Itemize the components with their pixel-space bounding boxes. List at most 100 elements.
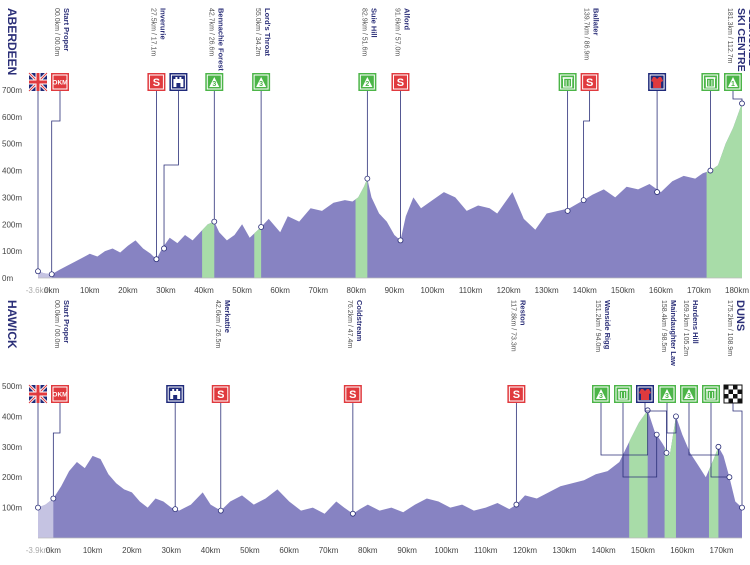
waypoint-label: 175.2km / 108.9m	[726, 300, 733, 356]
neutral-start-area	[38, 103, 52, 278]
waypoint-name: Start Proper	[62, 8, 71, 51]
leader-line	[644, 403, 667, 453]
x-tick-label: 70km	[319, 546, 339, 555]
waypoint-marker	[726, 474, 733, 481]
climb-segment	[664, 410, 676, 538]
waypoint-name: Maindaughter Law	[669, 300, 678, 366]
waypoint-distance: 117.8km / 73.3m	[509, 300, 516, 352]
start-town: ABERDEEN	[5, 8, 19, 75]
waypoint-name: Hardens Hill	[691, 300, 700, 344]
waypoint-finish: 175.2km / 108.9m	[723, 300, 745, 511]
x-tick-label: 140km	[592, 546, 616, 555]
svg-text:S: S	[349, 389, 356, 401]
leader-line	[163, 91, 179, 249]
waypoint-distance: 42.6km / 26.5m	[214, 300, 221, 348]
x-tick-label: 140km	[573, 286, 597, 295]
waypoint-jersey	[636, 385, 670, 456]
waypoint-feed	[614, 385, 660, 478]
y-tick-label: 500m	[2, 140, 22, 149]
leader-line	[600, 403, 649, 456]
x-tick-label: 110km	[474, 546, 498, 555]
x-tick-label: 0km	[46, 546, 61, 555]
elevation-area	[38, 410, 742, 538]
svg-text:S: S	[397, 77, 404, 89]
feed-icon	[701, 73, 720, 91]
end-town-line-2: SKI CENTRE	[735, 8, 747, 72]
waypoint-distance: 175.2km / 108.9m	[726, 300, 733, 356]
waypoint-marker	[653, 431, 660, 438]
y-tick-label: 600m	[2, 113, 22, 122]
waypoint-distance: 82.9km / 51.6m	[360, 8, 367, 56]
leader-line	[666, 403, 677, 434]
waypoint-name: Ballater	[592, 8, 601, 36]
waypoint-marker	[513, 501, 520, 508]
waypoint-marker	[663, 449, 670, 456]
x-tick-label: 160km	[670, 546, 694, 555]
waypoint-marker	[258, 224, 265, 230]
start-town: HAWICK	[5, 300, 19, 349]
waypoint-marker	[217, 507, 224, 514]
x-tick-label: 120km	[513, 546, 537, 555]
waypoint-marker	[153, 256, 160, 263]
climb-segment	[708, 410, 719, 538]
waypoint-marker	[654, 189, 660, 195]
waypoint-flag-uk	[27, 383, 49, 511]
y-tick-label: 100m	[2, 504, 22, 513]
x-tick-label: 120km	[497, 286, 521, 295]
leader-line	[688, 403, 719, 456]
flag-uk-icon	[27, 383, 49, 405]
waypoint-feed	[701, 73, 720, 174]
x-tick-label: 0km	[44, 286, 59, 295]
waypoint-distance: 00.0km / 00.0m	[53, 8, 60, 56]
y-tick-label: 200m	[2, 220, 22, 229]
y-tick-label: 700m	[2, 86, 22, 95]
y-tick-label: 200m	[2, 473, 22, 482]
waypoint-distance: 42.7km / 26.6m	[207, 8, 214, 56]
svg-text:3: 3	[687, 393, 691, 400]
waypoint-marker	[564, 207, 571, 214]
feed-icon	[702, 385, 720, 403]
waypoint-marker	[211, 218, 218, 225]
waypoint-marker	[35, 504, 41, 511]
x-tick-label: 30km	[156, 286, 176, 295]
waypoint-distance: 181.3km / 112.7m	[726, 8, 733, 64]
waypoint-marker	[580, 197, 587, 204]
waypoint-distance: 91.6km / 57.0m	[393, 8, 400, 56]
sprint-icon: S	[211, 385, 230, 403]
x-tick-label: 100km	[434, 546, 458, 555]
waypoint-kom1: 1 181.3km / 112.7m	[724, 8, 745, 107]
waypoint-marker	[161, 245, 167, 252]
waypoint-jersey	[648, 73, 667, 195]
start-town-label: HAWICK	[5, 300, 19, 349]
waypoint-name: Coldstream	[355, 300, 364, 342]
waypoint-name: Wanside Rigg	[603, 300, 612, 350]
svg-text:S: S	[513, 389, 520, 401]
x-tick-label: 20km	[118, 286, 138, 295]
x-tick-label: 170km	[710, 546, 734, 555]
waypoint-name: Reston	[518, 300, 527, 326]
leader-line	[52, 403, 61, 499]
waypoint-castle	[166, 385, 185, 513]
x-tick-label: 150km	[631, 546, 655, 555]
waypoint-marker	[715, 443, 722, 450]
y-tick-label: 400m	[2, 167, 22, 176]
